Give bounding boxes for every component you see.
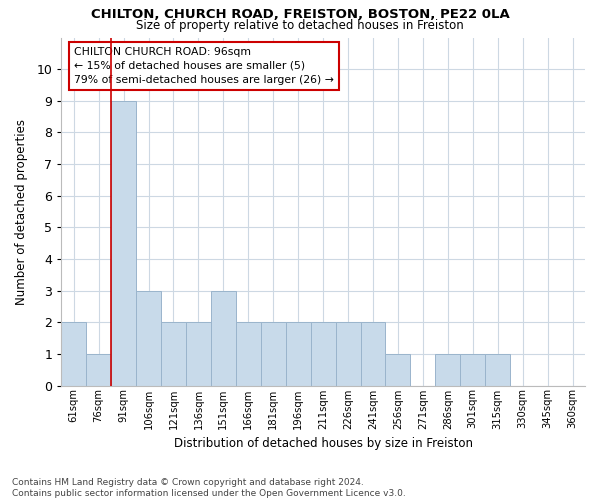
Text: CHILTON, CHURCH ROAD, FREISTON, BOSTON, PE22 0LA: CHILTON, CHURCH ROAD, FREISTON, BOSTON, … — [91, 8, 509, 20]
Bar — [385, 354, 410, 386]
Bar — [61, 322, 86, 386]
Bar — [211, 290, 236, 386]
Bar — [436, 354, 460, 386]
Bar — [111, 101, 136, 386]
Bar — [361, 322, 385, 386]
Bar — [161, 322, 186, 386]
Bar — [136, 290, 161, 386]
Bar — [86, 354, 111, 386]
Bar — [261, 322, 286, 386]
Bar — [236, 322, 261, 386]
Text: Size of property relative to detached houses in Freiston: Size of property relative to detached ho… — [136, 18, 464, 32]
X-axis label: Distribution of detached houses by size in Freiston: Distribution of detached houses by size … — [173, 437, 473, 450]
Text: CHILTON CHURCH ROAD: 96sqm
← 15% of detached houses are smaller (5)
79% of semi-: CHILTON CHURCH ROAD: 96sqm ← 15% of deta… — [74, 47, 334, 85]
Y-axis label: Number of detached properties: Number of detached properties — [15, 118, 28, 304]
Bar — [485, 354, 510, 386]
Text: Contains HM Land Registry data © Crown copyright and database right 2024.
Contai: Contains HM Land Registry data © Crown c… — [12, 478, 406, 498]
Bar — [186, 322, 211, 386]
Bar — [335, 322, 361, 386]
Bar — [460, 354, 485, 386]
Bar — [286, 322, 311, 386]
Bar — [311, 322, 335, 386]
